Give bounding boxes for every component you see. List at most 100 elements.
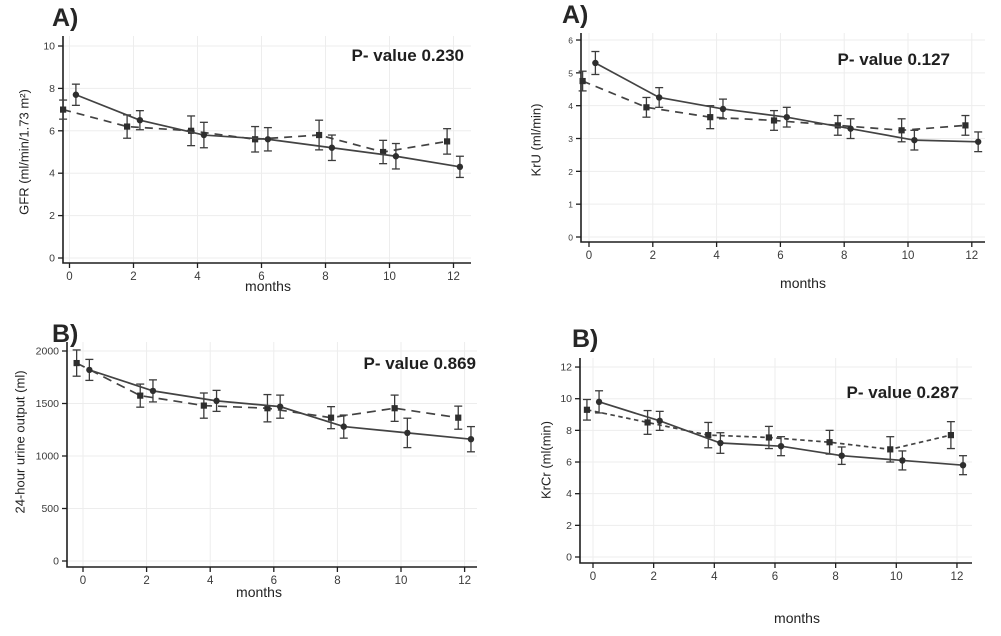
x-tick-label: 4 [207,575,214,587]
p-value-annotation-kru: P- value 0.127 [837,50,950,69]
x-tick-label: 0 [590,571,596,583]
y-tick-label: 10 [43,41,55,53]
data-point-circle [136,117,144,124]
axis-lines [62,36,471,264]
y-tick-label: 4 [566,488,572,500]
data-point-square [947,432,954,439]
data-point-square [644,419,651,426]
y-tick-label: 1000 [36,451,60,463]
data-point-circle [467,436,475,443]
data-point-square [264,405,271,412]
panel-label-kru: A) [562,1,589,29]
data-point-square [188,127,195,134]
data-point-circle [392,153,400,160]
data-point-circle [328,144,336,151]
y-tick-label: 500 [41,503,59,515]
panel-label-krcr: B) [572,325,599,353]
axis-lines [66,342,477,568]
data-point-circle [847,125,854,132]
p-value-annotation-urine: P- value 0.869 [363,354,476,373]
x-tick-label: 6 [777,250,783,262]
data-point-circle [838,452,845,459]
y-tick-label: 2 [566,520,572,532]
data-point-circle [456,163,464,171]
y-tick-label: 2000 [36,346,60,358]
data-point-circle [717,439,724,447]
y-tick-label: 2 [49,210,55,222]
y-tick-label: 3 [568,134,573,144]
data-point-circle [276,403,284,410]
data-point-circle [72,91,80,98]
data-point-circle [655,94,663,101]
data-point-circle [200,131,208,139]
x-tick-label: 10 [890,571,903,583]
data-point-circle [899,457,906,464]
x-tick-label: 12 [447,271,460,283]
y-tick-label: 0 [566,552,572,564]
y-tick-label: 4 [49,168,55,180]
data-point-circle [595,398,603,406]
x-tick-label: 8 [841,250,847,262]
x-axis-title-gfr: months [245,278,291,294]
data-point-square [770,117,778,124]
x-tick-label: 6 [258,271,264,283]
data-point-square [73,359,80,367]
x-tick-label: 0 [586,250,592,262]
x-tick-label: 12 [965,250,978,262]
panel-label-urine: B) [52,320,79,348]
data-point-square [391,405,398,412]
data-point-square [316,131,323,139]
x-tick-label: 8 [334,575,340,587]
y-axis-title-kru: KrU (ml/min) [528,103,544,177]
data-point-square [707,114,714,121]
x-tick-label: 10 [902,250,915,262]
data-point-circle [592,59,599,67]
y-tick-label: 6 [566,457,572,469]
x-tick-label: 0 [66,271,72,283]
panel-kru: 0 1 2 3 4 5 6 0 2 4 6 8 10 12 A) P- value 0.127 KrU (… [500,0,1001,310]
data-point-square [200,402,207,409]
y-axis-title-urine: 24-hour urine output (ml) [12,370,28,514]
panel-label-gfr: A) [52,4,79,32]
x-tick-label: 8 [832,571,838,583]
x-axis-title-urine: months [236,584,282,600]
data-point-square [583,406,591,413]
x-tick-label: 4 [194,271,201,283]
x-tick-label: 2 [650,571,656,583]
x-tick-label: 6 [772,571,778,583]
y-tick-label: 10 [560,393,572,405]
data-point-circle [783,113,790,121]
y-axis-title-gfr: GFR (ml/min/1.73 m²) [16,89,32,215]
x-tick-label: 2 [130,271,136,283]
data-point-square [327,414,335,421]
data-point-circle [86,366,93,374]
x-tick-label: 2 [650,250,656,262]
y-tick-label: 5 [568,68,573,78]
data-point-circle [911,136,918,144]
data-point-square [705,432,712,439]
data-point-circle [340,423,347,430]
y-axis-title-krcr: KrCr (ml(min) [538,421,554,499]
x-tick-label: 12 [951,571,964,583]
x-tick-label: 12 [458,575,471,587]
data-point-square [887,446,894,453]
p-value-annotation-krcr: P- value 0.287 [846,383,959,402]
data-point-square [380,148,387,156]
y-tick-label: 6 [49,125,55,137]
data-point-circle [656,417,663,425]
data-point-circle [264,136,272,143]
panel-urine: 0 500 1000 1500 2000 0 2 4 6 8 10 12 B) P- value 0.… [0,310,500,636]
x-tick-label: 8 [322,271,328,283]
chart-gfr-plot: 0 2 4 6 8 10 0 2 4 6 8 10 12 [43,36,471,283]
data-point-square [137,392,144,399]
data-point-circle [149,387,157,395]
data-point-square [834,122,841,129]
y-tick-label: 1500 [36,398,60,410]
data-point-square [826,439,833,446]
axis-lines [580,33,985,243]
y-tick-label: 6 [568,36,573,46]
panel-krcr: 0 2 4 6 8 10 12 0 2 4 6 8 10 12 B) P- value 0.287 KrC… [500,310,1001,636]
y-tick-label: 8 [566,425,572,437]
data-point-circle [404,429,411,437]
